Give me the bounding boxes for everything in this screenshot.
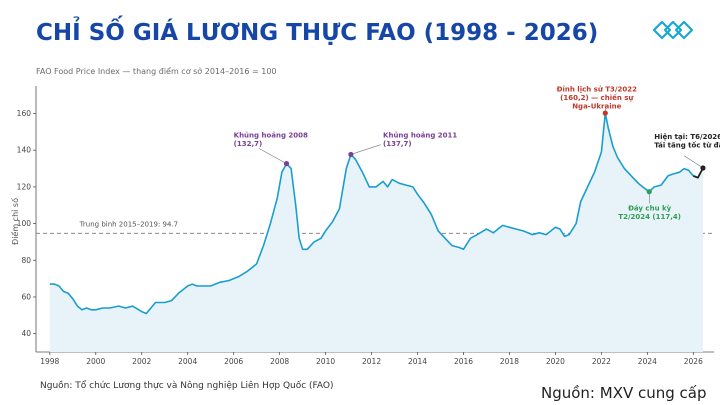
x-tick-label: 2020	[546, 357, 565, 366]
x-tick-label: 2014	[408, 357, 427, 366]
y-tick-label: 120	[17, 182, 32, 191]
y-axis-label: Điểm chỉ số	[10, 198, 20, 245]
annotation-leader	[350, 144, 381, 155]
annotation-label: Khủng hoảng 2011 (137,7)	[383, 131, 457, 148]
annotation-leader	[258, 148, 287, 164]
series-line-current	[692, 167, 704, 179]
x-tick-label: 1998	[40, 357, 59, 366]
series-area	[49, 113, 703, 352]
series-line	[49, 112, 694, 315]
x-tick-label: 2026	[684, 357, 703, 366]
x-tick-label: 2008	[270, 357, 289, 366]
x-tick-label: 2024	[638, 357, 657, 366]
mxv-diamond-logo-icon	[652, 20, 694, 40]
page-title: CHỈ SỐ GIÁ LƯƠNG THỰC FAO (1998 - 2026)	[36, 20, 599, 46]
x-tick-label: 2006	[224, 357, 243, 366]
annotation-point	[602, 110, 608, 116]
source-note: Nguồn: Tổ chức Lương thực và Nông nghiệp…	[40, 381, 334, 391]
y-tick-label: 40	[21, 329, 31, 338]
x-tick-label: 2010	[316, 357, 335, 366]
y-tick-label: 100	[17, 219, 32, 228]
x-tick-label: 2016	[454, 357, 473, 366]
y-tick-label: 140	[17, 146, 32, 155]
annotation-point	[348, 151, 354, 158]
annotation-label: Khủng hoảng 2008 (132,7)	[234, 131, 308, 148]
y-tick-label: 80	[21, 256, 31, 265]
x-tick-label: 2002	[132, 357, 151, 366]
source-credit: Nguồn: MXV cung cấp	[541, 384, 707, 402]
x-tick-label: 2012	[362, 357, 381, 366]
annotation-label: Đỉnh lịch sử T3/2022 (160,2) — chiến sự Ng…	[557, 86, 637, 111]
annotation-point	[646, 189, 652, 195]
chart-subtitle: FAO Food Price Index — thang điểm cơ sở …	[36, 67, 277, 76]
x-tick-label: 2022	[592, 357, 611, 366]
y-tick-label: 60	[21, 292, 31, 301]
y-tick-label: 160	[17, 109, 32, 118]
annotation-point	[700, 165, 706, 171]
x-tick-label: 2018	[500, 357, 519, 366]
annotation-leader	[683, 155, 704, 169]
annotation-label: Hiện tại: T6/2026 (130,3)Tái tăng tốc từ…	[654, 133, 720, 150]
annotation-label: Đáy chu kỳ T2/2024 (117,4)	[618, 204, 681, 222]
annotation-point	[283, 160, 290, 167]
x-tick-label: 2000	[86, 357, 105, 366]
x-tick-label: 2004	[178, 357, 197, 366]
reference-line-label: Trung bình 2015–2019: 94.7	[79, 220, 178, 228]
